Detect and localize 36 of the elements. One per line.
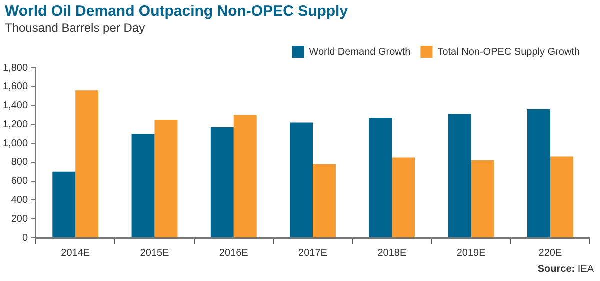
source-note: Source: IEA bbox=[538, 264, 594, 275]
bar bbox=[234, 115, 257, 238]
bar bbox=[132, 134, 155, 238]
y-tick-label: 1,800 bbox=[2, 62, 28, 74]
bar bbox=[392, 158, 416, 238]
bar bbox=[290, 122, 314, 238]
y-tick-label: 200 bbox=[11, 214, 28, 225]
y-tick-label: 0 bbox=[22, 232, 28, 244]
bar bbox=[154, 120, 178, 238]
y-tick-label: 600 bbox=[11, 176, 28, 188]
bar bbox=[550, 156, 574, 238]
y-tick-label: 1,600 bbox=[2, 82, 28, 93]
y-tick-label: 1,200 bbox=[2, 119, 28, 130]
bar bbox=[369, 118, 392, 238]
bar bbox=[471, 160, 494, 238]
bar bbox=[52, 172, 76, 238]
bar bbox=[527, 110, 550, 238]
y-tick-label: 400 bbox=[11, 194, 28, 206]
x-tick-label: 2015E bbox=[140, 248, 170, 259]
x-tick-label: 220E bbox=[538, 248, 562, 259]
y-tick-label: 800 bbox=[11, 157, 28, 168]
x-tick-label: 2019E bbox=[456, 248, 486, 259]
chart-title: World Oil Demand Outpacing Non-OPEC Supply bbox=[5, 3, 348, 20]
y-tick-label: 1,000 bbox=[2, 138, 28, 150]
y-tick-label: 1,400 bbox=[2, 100, 28, 112]
legend-label: World Demand Growth bbox=[309, 46, 411, 58]
x-tick-label: 2016E bbox=[219, 248, 249, 259]
bar bbox=[76, 90, 99, 238]
x-tick-label: 2018E bbox=[378, 248, 407, 259]
bar bbox=[313, 164, 336, 238]
bar bbox=[448, 114, 472, 238]
bar bbox=[210, 128, 234, 238]
x-tick-label: 2014E bbox=[61, 248, 90, 259]
legend-label: Total Non-OPEC Supply Growth bbox=[438, 46, 580, 58]
chart-subtitle: Thousand Barrels per Day bbox=[5, 21, 146, 35]
x-tick-label: 2017E bbox=[298, 248, 328, 259]
